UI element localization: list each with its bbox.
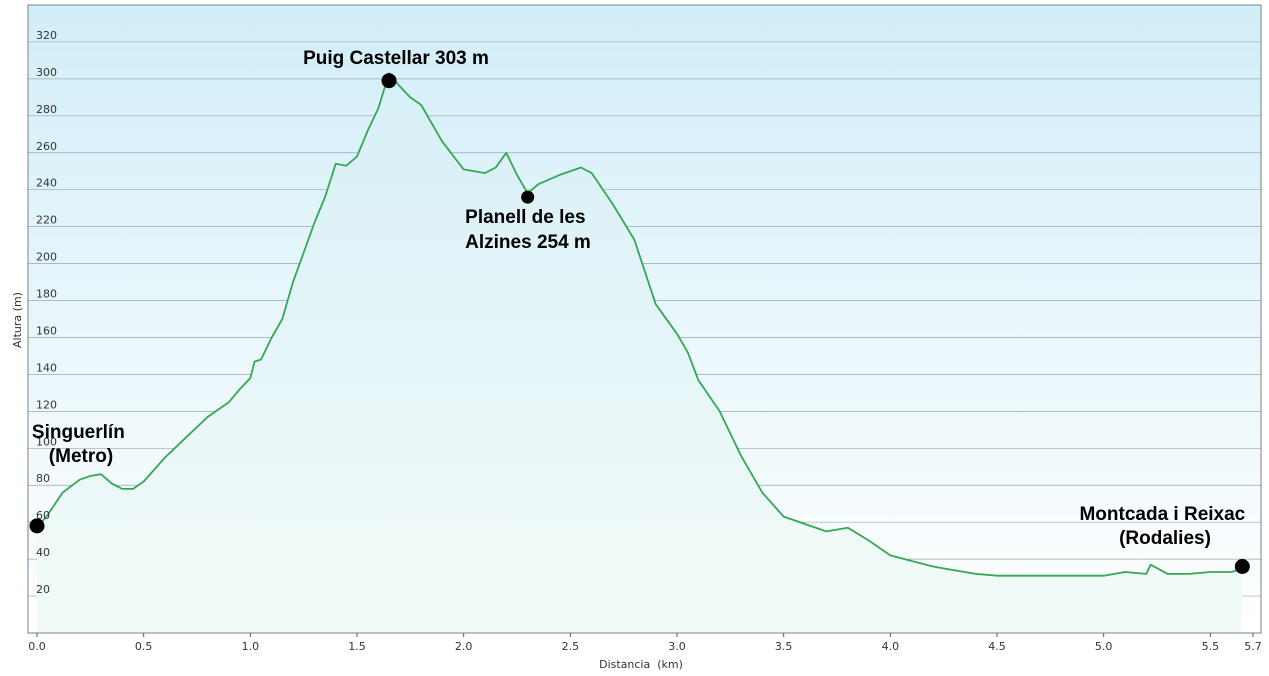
y-tick-label: 300 — [36, 66, 57, 79]
y-tick-label: 120 — [36, 398, 57, 411]
x-axis-label: Distancia (km) — [599, 658, 683, 671]
y-tick-label: 240 — [36, 177, 57, 190]
x-tick-label: 4.0 — [882, 640, 900, 653]
waypoint-marker — [381, 73, 397, 89]
y-tick-label: 320 — [36, 29, 57, 42]
annotation-planell-alzines: Planell de les Alzines 254 m — [465, 207, 591, 253]
y-tick-label: 40 — [36, 546, 50, 559]
x-tick-label: 5.0 — [1095, 640, 1113, 653]
y-tick-label: 280 — [36, 103, 57, 116]
y-axis-label: Altura (m) — [11, 292, 24, 348]
waypoint-labels: Puig Castellar 303 m Planell de les Alzi… — [32, 48, 1250, 549]
x-tick-label: 2.0 — [455, 640, 473, 653]
y-tick-label: 80 — [36, 472, 50, 485]
x-tick-label: 4.5 — [988, 640, 1006, 653]
waypoint-markers — [29, 73, 1250, 575]
elevation-line — [36, 72, 1243, 577]
annotation-montcada: Montcada i Reixac (Rodalies) — [1079, 504, 1250, 549]
x-tick-label: 2.5 — [562, 640, 580, 653]
y-tick-label: 200 — [36, 251, 57, 264]
y-tick-label: 260 — [36, 140, 57, 153]
x-tick-label: 3.5 — [775, 640, 793, 653]
x-tick-label: 1.5 — [348, 640, 366, 653]
waypoint-marker — [1234, 559, 1250, 575]
plot-border — [27, 4, 1262, 634]
waypoint-marker — [29, 518, 45, 534]
waypoint-marker — [521, 190, 535, 204]
y-tick-label: 180 — [36, 288, 57, 301]
y-tick-label: 100 — [36, 435, 57, 448]
y-tick-label: 220 — [36, 214, 57, 227]
x-tick-label: 0.0 — [28, 640, 46, 653]
annotation-singuerlin: Singuerlín (Metro) — [32, 422, 130, 467]
x-tick-label: 3.0 — [668, 640, 686, 653]
x-tick-label: 5.7 — [1244, 640, 1262, 653]
x-tick-label: 1.0 — [242, 640, 260, 653]
annotation-puig-castellar: Puig Castellar 303 m — [303, 48, 489, 69]
x-tick-label: 5.5 — [1202, 640, 1220, 653]
y-axis-ticks: 2040608010012014016018020022024026028030… — [36, 29, 57, 596]
x-tick-label: 0.5 — [135, 640, 153, 653]
y-tick-label: 20 — [36, 583, 50, 596]
x-axis-ticks: 0.0 0.5 1.0 1.5 2.0 2.5 3.0 3.5 4.0 4.5 5.0 5.5 5.7 — [28, 633, 1262, 653]
elevation-area — [37, 73, 1243, 634]
y-tick-label: 140 — [36, 361, 57, 374]
y-tick-label: 160 — [36, 324, 57, 337]
